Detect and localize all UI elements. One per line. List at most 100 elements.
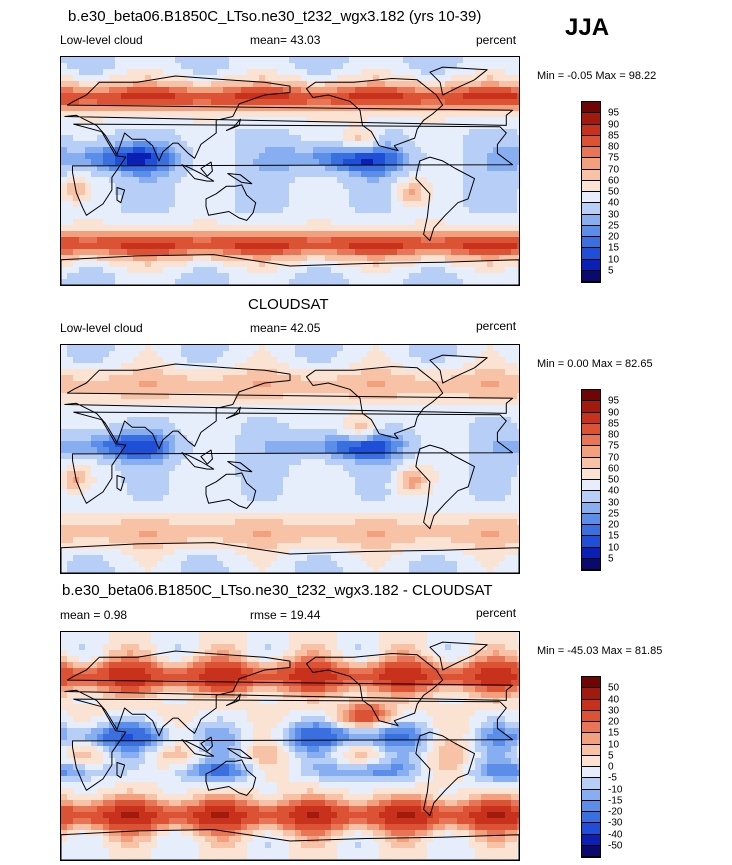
colorbar-label: -20 [608,806,623,818]
panel3-map-svg [61,632,519,860]
colorbar-label: 40 [608,197,620,209]
colorbar-swatch [582,513,600,525]
panel3-title: b.e30_beta06.B1850C_LTso.ne30_t232_wgx3.… [62,582,493,599]
colorbar-swatch [582,845,600,857]
coastline [227,748,253,760]
colorbar-swatch [582,699,600,711]
coastline [116,187,126,204]
colorbar-swatch [582,180,600,192]
colorbar-label: -10 [608,784,623,795]
panel1-map [60,56,520,286]
panel1-map-svg [61,57,519,285]
panel3-colorbar: 50 40 30 20 15 10 5 0 -5 -10 -15 -20 -30 -40 -50 [581,676,622,858]
colorbar-label: 70 [608,164,620,175]
panel3-map [60,631,520,861]
colorbar-swatch [582,225,600,237]
colorbar-label: 75 [608,152,620,164]
colorbar-swatch [582,435,600,447]
colorbar-swatch [582,124,600,136]
colorbar-label: -50 [608,840,623,852]
coastline [72,698,514,791]
colorbar-label: 80 [608,141,620,153]
season-label: JJA [565,14,610,41]
colorbar-swatch [582,755,600,767]
panel1-units: percent [476,33,517,47]
colorbar-label: 20 [608,716,620,728]
colorbar-swatch [582,491,600,503]
colorbar-label: 85 [608,130,620,142]
coastline [225,693,241,706]
colorbar-label: -5 [608,772,617,784]
colorbar-swatch [582,423,600,435]
colorbar-label: 95 [608,107,620,119]
coastline [429,66,488,96]
panel1-min-max: Min = -0.05 Max = 98.22 [537,70,657,82]
coastline [205,759,257,796]
colorbar-swatch [582,558,600,570]
panel2-colorbar: 95 90 85 80 75 70 60 50 40 30 25 20 15 10 5 [581,389,619,571]
coastline [225,406,241,419]
colorbar-swatch [582,401,600,413]
panel2-left-label: Low-level cloud [60,321,143,335]
colorbar-swatch [582,412,600,424]
colorbar-label: 10 [608,542,620,553]
colorbar-swatch [582,733,600,745]
coastline [61,254,519,285]
colorbar-label: 85 [608,418,620,430]
colorbar-swatch [582,744,600,756]
colorbar-swatch [582,502,600,514]
panel2-map-svg [61,345,519,573]
colorbar-swatch [582,102,600,114]
colorbar-label: -30 [608,817,623,829]
colorbar-label: 30 [608,497,620,508]
colorbar-swatch [582,446,600,458]
colorbar-label: 80 [608,429,620,441]
colorbar-swatch [582,688,600,700]
coastline [72,123,514,216]
coastline [61,829,519,860]
colorbar-swatch [582,259,600,271]
colorbar-swatch [582,468,600,480]
coastline [429,641,488,671]
colorbar-label: 40 [608,485,620,497]
colorbar-swatch [582,812,600,824]
colorbar-swatch [582,677,600,689]
colorbar-label: 30 [608,705,620,717]
colorbar-label: 10 [608,254,620,265]
coastline [64,363,514,450]
colorbar-label: 50 [608,186,620,198]
coastline [415,444,475,530]
colorbar-swatch [582,767,600,779]
panel1-colorbar: 95 90 85 80 75 70 60 50 40 30 25 20 15 10 5 [581,101,619,283]
coastline [116,762,126,779]
colorbar-swatch [582,710,600,722]
colorbar-swatch [582,547,600,559]
panel3-min-max: Min = -45.03 Max = 81.85 [537,645,663,657]
coastline [72,411,514,504]
colorbar-swatch [582,390,600,402]
colorbar-label: 90 [608,407,620,418]
colorbar-label: 25 [608,220,620,232]
coastline [227,173,253,185]
colorbar-label: 5 [608,553,614,565]
colorbar-swatch [582,113,600,125]
colorbar-swatch [582,778,600,790]
colorbar-swatch [582,203,600,215]
panel3-mean: mean = 0.98 [60,608,128,622]
colorbar-label: 10 [608,739,620,750]
coastline [200,161,213,177]
colorbar-swatch [582,169,600,181]
colorbar-label: 5 [608,265,614,277]
panel1-mean: mean= 43.03 [250,33,321,47]
colorbar-swatch [582,525,600,537]
colorbar-label: 15 [608,530,620,542]
panel3-rmse: rmse = 19.44 [250,608,321,622]
panel2-title: CLOUDSAT [248,296,329,313]
colorbar-label: 5 [608,750,614,762]
coastline [200,736,213,752]
coastline [205,184,257,221]
coastline [181,452,215,470]
colorbar-label: 60 [608,175,620,187]
coastline [64,75,514,162]
colorbar-swatch [582,722,600,734]
